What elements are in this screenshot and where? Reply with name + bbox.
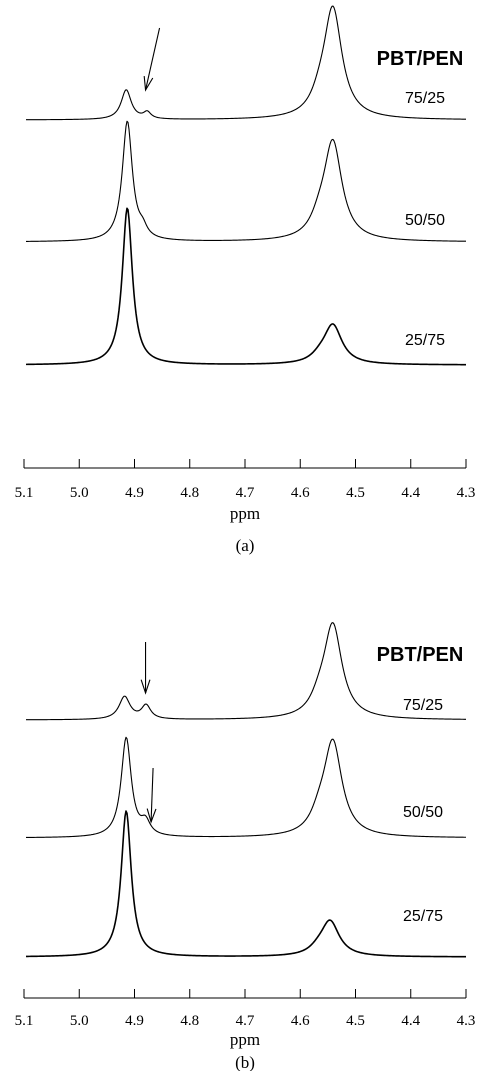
x-tick-label: 5.1 bbox=[15, 485, 34, 501]
series-label-a-75-25: 75/25 bbox=[405, 90, 445, 107]
spectrum-line-b-1 bbox=[25, 736, 467, 839]
spectrum-line-b-2 bbox=[25, 810, 466, 958]
panel-label-b: (b) bbox=[235, 1053, 255, 1071]
x-tick-label: 5.0 bbox=[70, 485, 89, 501]
series-label-a-50-50: 50/50 bbox=[405, 212, 445, 229]
x-tick-label: 4.4 bbox=[401, 485, 420, 501]
x-tick-label: 4.5 bbox=[346, 1013, 365, 1029]
arrow-icon bbox=[143, 27, 161, 92]
spectra-a bbox=[25, 5, 467, 366]
spectrum-line-a-2 bbox=[25, 207, 467, 366]
x-axis-label-b: ppm bbox=[230, 1030, 260, 1049]
series-label-b-50-50: 50/50 bbox=[403, 804, 443, 821]
series-label-b-75-25: 75/25 bbox=[403, 697, 443, 714]
panel-a: PBT/PEN 75/25 50/50 25/75 5.1 5.0 4.9 4.8 4.… bbox=[15, 5, 476, 555]
panel-b: PBT/PEN 75/25 50/50 25/75 5.1 5.0 4.9 4.8 4.… bbox=[15, 622, 476, 1071]
spectra-b bbox=[25, 622, 467, 958]
x-ticks-a: 5.1 5.0 4.9 4.8 4.7 4.6 4.5 4.4 4.3 bbox=[15, 459, 476, 501]
arrow-icon bbox=[146, 767, 157, 824]
x-tick-label: 4.9 bbox=[125, 1013, 144, 1029]
x-tick-label: 4.6 bbox=[291, 485, 310, 501]
series-label-b-25-75: 25/75 bbox=[403, 908, 443, 925]
spectrum-line-a-1 bbox=[25, 120, 467, 242]
panel-label-a: (a) bbox=[236, 536, 255, 555]
series-label-a-25-75: 25/75 bbox=[405, 332, 445, 349]
x-tick-label: 4.3 bbox=[457, 1013, 476, 1029]
x-tick-label: 4.9 bbox=[125, 485, 144, 501]
x-tick-label: 4.3 bbox=[457, 485, 476, 501]
x-tick-label: 5.1 bbox=[15, 1013, 34, 1029]
x-tick-label: 4.8 bbox=[180, 485, 199, 501]
x-tick-label: 4.8 bbox=[180, 1013, 199, 1029]
spectrum-line-a-0 bbox=[25, 5, 467, 121]
x-tick-label: 4.6 bbox=[291, 1013, 310, 1029]
arrow-icon bbox=[140, 642, 151, 695]
x-tick-label: 4.5 bbox=[346, 485, 365, 501]
spectrum-line-b-0 bbox=[26, 622, 467, 721]
x-tick-label: 4.7 bbox=[236, 485, 255, 501]
x-axis-label-a: ppm bbox=[230, 504, 260, 523]
legend-title-a: PBT/PEN bbox=[377, 48, 464, 70]
x-ticks-b: 5.1 5.0 4.9 4.8 4.7 4.6 4.5 4.4 4.3 bbox=[15, 989, 476, 1029]
legend-title-b: PBT/PEN bbox=[377, 644, 464, 666]
x-tick-label: 4.7 bbox=[236, 1013, 255, 1029]
x-tick-label: 4.4 bbox=[401, 1013, 420, 1029]
x-tick-label: 5.0 bbox=[70, 1013, 89, 1029]
